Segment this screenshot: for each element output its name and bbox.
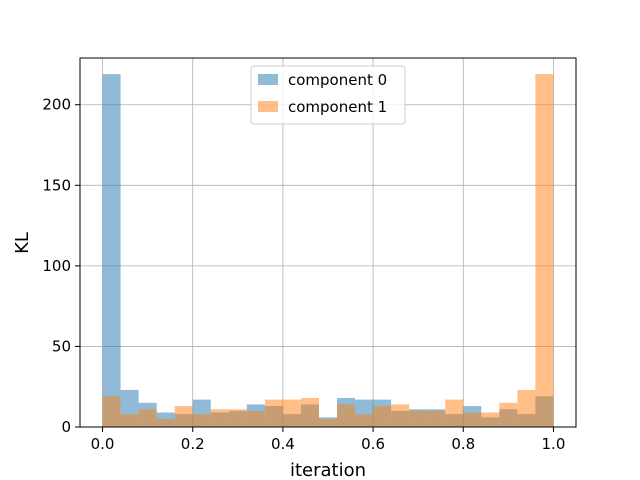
y-tick-label: 100 [42, 257, 71, 275]
x-tick-label: 0.0 [91, 435, 115, 453]
histogram-bar [427, 410, 446, 427]
x-axis-ticks: 0.0 0.2 0.4 0.6 0.8 1.0 [91, 427, 566, 453]
histogram-bar [499, 402, 518, 427]
histogram-bar [535, 74, 554, 428]
legend-swatch-component-1 [258, 101, 278, 112]
legend-box [250, 65, 406, 125]
histogram-bar [228, 409, 247, 427]
y-tick-label: 150 [42, 176, 71, 194]
histogram-bar [318, 418, 338, 427]
histogram-bar [445, 399, 464, 427]
x-tick-label: 0.4 [271, 435, 295, 453]
legend-swatch-component-0 [258, 74, 278, 85]
y-axis-ticks: 0 50 100 150 200 [42, 96, 80, 436]
bar-series-1 [102, 74, 554, 428]
histogram-bar [138, 409, 157, 427]
histogram-bar [481, 412, 500, 427]
histogram-bar [300, 397, 319, 427]
y-tick-label: 0 [61, 418, 71, 436]
histogram-bar [102, 74, 121, 428]
x-tick-label: 0.6 [361, 435, 385, 453]
histogram-bar [120, 414, 139, 427]
legend: component 0 component 1 [250, 65, 406, 125]
histogram-bar [174, 406, 193, 427]
x-tick-label: 0.8 [451, 435, 475, 453]
histogram-bar [102, 396, 121, 427]
x-axis-label: iteration [290, 460, 366, 480]
histogram-bar [192, 414, 211, 427]
histogram-bar [282, 399, 301, 427]
histogram-bar [210, 409, 229, 427]
plot-frame [79, 57, 577, 428]
legend-label-component-0: component 0 [288, 71, 387, 89]
histogram-bar [517, 389, 536, 427]
legend-label-component-1: component 1 [288, 98, 387, 116]
histogram-bars [102, 74, 554, 428]
x-tick-label: 0.2 [181, 435, 205, 453]
histogram-bar [355, 414, 374, 427]
histogram-bar [264, 399, 283, 427]
histogram-bar [463, 412, 482, 427]
histogram-bar [246, 410, 265, 427]
x-tick-label: 1.0 [542, 435, 566, 453]
y-tick-label: 50 [52, 337, 71, 355]
histogram-bar [391, 404, 410, 427]
histogram-bar [409, 410, 428, 427]
y-tick-label: 200 [42, 96, 71, 114]
histogram-bar [337, 404, 356, 427]
histogram-bar [373, 406, 392, 427]
y-axis-label: KL [12, 232, 33, 254]
histogram-bar [156, 418, 175, 427]
